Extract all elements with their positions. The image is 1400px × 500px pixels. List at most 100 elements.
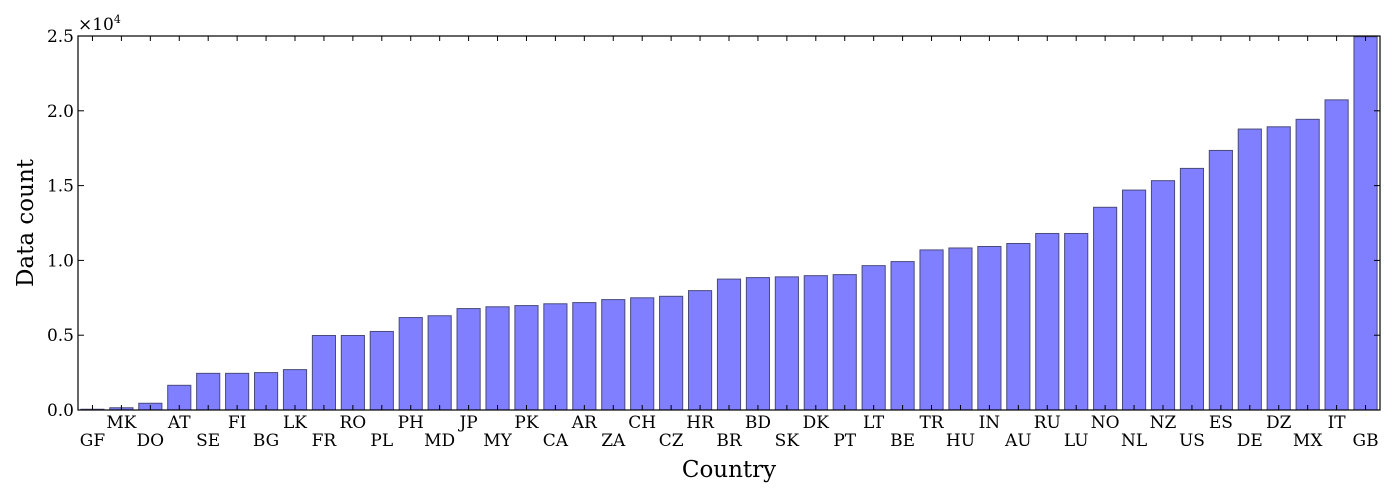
- x-tick-label-my: MY: [483, 431, 512, 451]
- bar-se: [196, 372, 221, 411]
- x-tick-label-in: IN: [979, 413, 1001, 433]
- y-axis-multiplier-exponent: 4: [114, 13, 121, 26]
- bar-au: [1006, 242, 1031, 411]
- x-tick-label-se: SE: [196, 431, 220, 451]
- x-tick-label-gf: GF: [80, 431, 106, 451]
- x-tick-label-cz: CZ: [659, 431, 684, 451]
- x-tick-label-ro: RO: [339, 413, 366, 433]
- y-axis-label: Data count: [13, 158, 39, 287]
- y-tick-label: 2.0: [47, 102, 74, 122]
- bar-be: [890, 261, 915, 411]
- x-tick-label-tr: TR: [919, 413, 944, 433]
- x-tick-label-no: NO: [1091, 413, 1120, 433]
- x-tick-label-lu: LU: [1064, 431, 1089, 451]
- bar-pk: [514, 305, 539, 411]
- bar-br: [716, 278, 742, 411]
- bar-mx: [1295, 118, 1320, 411]
- bar-ph: [398, 317, 423, 411]
- bar-ar: [572, 302, 597, 411]
- bar-ro: [340, 334, 365, 411]
- bar-it: [1324, 99, 1349, 411]
- bar-hr: [687, 290, 713, 411]
- bar-nz: [1150, 180, 1176, 411]
- bar-jp: [456, 308, 481, 411]
- x-tick-label-br: BR: [716, 431, 742, 451]
- bar-cz: [659, 295, 684, 411]
- bar-dz: [1266, 126, 1291, 411]
- x-tick-label-ru: RU: [1034, 413, 1061, 433]
- x-tick-label-bd: BD: [745, 413, 771, 433]
- y-tick-label: 0.5: [47, 326, 74, 346]
- x-tick-label-mk: MK: [106, 413, 136, 433]
- y-tick-label: 2.5: [47, 27, 74, 47]
- bar-lk: [282, 369, 308, 411]
- bar-nl: [1121, 189, 1147, 411]
- bar-no: [1093, 206, 1118, 411]
- x-tick-label-fr: FR: [312, 431, 338, 451]
- x-tick-label-es: ES: [1209, 413, 1233, 433]
- bar-lu: [1064, 232, 1089, 411]
- x-tick-label-sk: SK: [775, 431, 800, 451]
- bar-lt: [861, 265, 886, 411]
- x-tick-label-ar: AR: [571, 413, 598, 433]
- x-tick-label-gb: GB: [1352, 431, 1378, 451]
- bar-gb: [1353, 36, 1378, 411]
- bar-fi: [225, 372, 250, 411]
- bar-md: [427, 315, 452, 411]
- x-tick-label-lt: LT: [863, 413, 885, 433]
- x-tick-label-us: US: [1179, 431, 1205, 451]
- x-tick-label-pt: PT: [833, 431, 856, 451]
- x-tick-label-fi: FI: [228, 413, 247, 433]
- x-tick-label-ca: CA: [543, 431, 569, 451]
- bar-dk: [803, 275, 828, 411]
- x-tick-label-dz: DZ: [1266, 413, 1292, 433]
- bar-fr: [311, 334, 337, 411]
- x-tick-label-pl: PL: [370, 431, 393, 451]
- bar-hu: [948, 247, 973, 411]
- bar-de: [1237, 128, 1262, 411]
- x-tick-label-nl: NL: [1121, 431, 1147, 451]
- x-tick-label-at: AT: [167, 413, 191, 433]
- x-tick-label-pk: PK: [514, 413, 538, 433]
- x-tick-label-nz: NZ: [1150, 413, 1177, 433]
- x-tick-label-mx: MX: [1293, 431, 1323, 451]
- bar-ca: [543, 303, 568, 411]
- bar-bd: [745, 277, 771, 411]
- x-tick-label-md: MD: [424, 431, 455, 451]
- x-axis-label: Country: [682, 457, 776, 483]
- bar-es: [1208, 149, 1233, 411]
- bar-us: [1179, 167, 1205, 411]
- x-tick-label-za: ZA: [601, 431, 626, 451]
- x-tick-label-dk: DK: [803, 413, 830, 433]
- bar-tr: [919, 249, 944, 411]
- bar-in: [977, 245, 1002, 411]
- y-axis-multiplier: ×104: [78, 13, 121, 35]
- x-tick-label-lk: LK: [283, 413, 307, 433]
- x-tick-label-ch: CH: [628, 413, 656, 433]
- bar-pt: [832, 274, 857, 411]
- x-tick-label-hu: HU: [946, 431, 975, 451]
- bar-bg: [253, 372, 279, 411]
- x-tick-label-de: DE: [1237, 431, 1263, 451]
- bar-ru: [1035, 232, 1060, 411]
- x-tick-label-hr: HR: [686, 413, 715, 433]
- y-tick-label: 1.5: [47, 177, 74, 197]
- y-tick-label: 1.0: [47, 251, 74, 271]
- bar-my: [485, 306, 510, 411]
- bar-za: [601, 299, 626, 411]
- x-tick-label-jp: JP: [457, 413, 477, 433]
- x-tick-label-bg: BG: [253, 431, 279, 451]
- bars-group: [80, 36, 1378, 411]
- bar-ch: [630, 297, 655, 411]
- x-tick-label-ph: PH: [398, 413, 424, 433]
- bar-sk: [774, 276, 799, 411]
- x-tick-label-it: IT: [1328, 413, 1347, 433]
- bar-pl: [369, 330, 394, 411]
- x-tick-label-do: DO: [137, 431, 165, 451]
- y-tick-label: 0.0: [47, 401, 74, 421]
- x-tick-label-au: AU: [1004, 431, 1032, 451]
- y-ticks-group: 0.0 0.5 1.0 1.5 2.0 2.5: [47, 27, 1380, 421]
- y-axis-multiplier-base: ×10: [78, 15, 114, 35]
